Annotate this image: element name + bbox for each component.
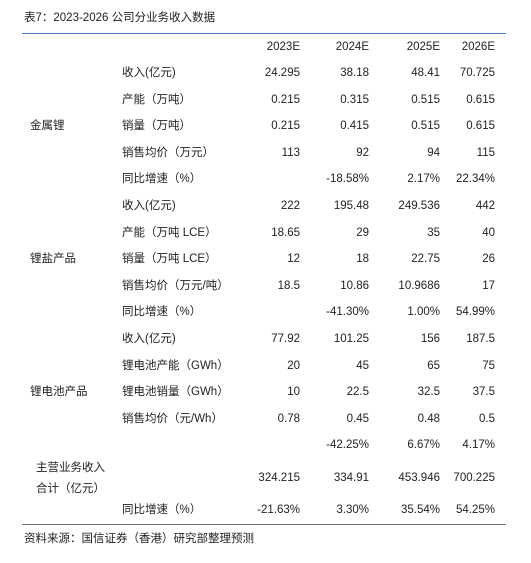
cell: 22.5 <box>346 386 369 399</box>
cell: 115 <box>476 146 495 159</box>
group-label: 主营业务收入 <box>36 462 105 474</box>
cell: 35 <box>427 226 440 239</box>
source: 资料来源：国信证券（香港）研究部整理预测 <box>24 533 254 545</box>
cell: 0.615 <box>466 120 495 133</box>
row-label: 销量（万吨 LCE） <box>122 253 217 266</box>
cell: 187.5 <box>466 333 495 345</box>
row-label: 锂电池产能（GWh） <box>122 359 229 372</box>
cell: 0.48 <box>417 412 440 425</box>
cell: 453.946 <box>398 472 440 484</box>
cell: 700.225 <box>453 472 495 484</box>
cell: 10.86 <box>340 279 369 292</box>
row-label: 销售均价（万元） <box>122 146 214 159</box>
cell: 65 <box>427 359 440 372</box>
row-label: 同比增速（%） <box>122 173 202 186</box>
cell: 222 <box>280 200 300 212</box>
cell: 29 <box>356 226 369 239</box>
cell: 2.17% <box>407 173 440 186</box>
cell: 22.75 <box>411 253 440 266</box>
column-header: 2026E <box>461 41 495 53</box>
row-label: 收入(亿元) <box>122 200 176 212</box>
row-label: 同比增速（%） <box>122 504 202 516</box>
cell: 32.5 <box>417 386 440 399</box>
cell: 37.5 <box>472 386 495 399</box>
cell: 101.25 <box>333 333 369 345</box>
bottom-rule <box>22 524 506 525</box>
cell: 17 <box>482 279 495 292</box>
title: 表7：2023-2026 公司分业务收入数据 <box>24 12 216 24</box>
cell: -21.63% <box>257 504 300 516</box>
cell: 75 <box>482 359 495 372</box>
cell: 6.67% <box>407 439 440 452</box>
group-label: 锂电池产品 <box>30 386 88 399</box>
column-header: 2025E <box>406 41 440 53</box>
cell: 0.315 <box>340 93 369 106</box>
cell: 54.99% <box>455 306 495 319</box>
cell: 113 <box>281 146 300 159</box>
cell: 0.515 <box>411 120 440 133</box>
group-label: 金属锂 <box>30 120 65 133</box>
cell: 70.725 <box>459 67 495 79</box>
cell: 18 <box>356 253 369 266</box>
cell: 195.48 <box>333 200 369 212</box>
cell: 249.536 <box>398 200 440 212</box>
cell: 35.54% <box>400 504 440 516</box>
cell: 0.215 <box>271 93 300 106</box>
cell: 45 <box>356 359 369 372</box>
cell: 334.91 <box>333 472 369 484</box>
row-label: 销售均价（元/Wh） <box>122 412 223 425</box>
column-header: 2023E <box>266 41 300 53</box>
cell: 324.215 <box>258 472 300 484</box>
group-label: 合计（亿元） <box>36 483 105 495</box>
cell: 4.17% <box>462 439 495 452</box>
cell: 0.615 <box>466 93 495 106</box>
cell: 26 <box>482 253 495 266</box>
cell: -41.30% <box>326 306 369 319</box>
cell: 0.415 <box>340 120 369 133</box>
cell: 12 <box>287 253 300 266</box>
cell: 0.45 <box>346 412 369 425</box>
cell: 0.515 <box>411 93 440 106</box>
cell: 38.18 <box>340 67 369 79</box>
cell: 77.92 <box>271 333 300 345</box>
row-label: 收入(亿元) <box>122 67 176 79</box>
cell: -42.25% <box>326 439 369 452</box>
row-label: 收入(亿元) <box>122 333 176 345</box>
cell: 54.25% <box>455 504 495 516</box>
cell: 18.65 <box>271 226 300 239</box>
cell: -18.58% <box>326 173 369 186</box>
cell: 22.34% <box>455 173 495 186</box>
cell: 442 <box>475 200 495 212</box>
cell: 48.41 <box>411 67 440 79</box>
row-label: 销售均价（万元/吨） <box>122 279 229 292</box>
cell: 92 <box>356 146 369 159</box>
cell: 10.9686 <box>398 279 440 292</box>
row-label: 销量（万吨） <box>122 120 191 133</box>
group-label: 锂盐产品 <box>30 253 76 266</box>
cell: 20 <box>287 359 300 372</box>
cell: 1.00% <box>407 306 440 319</box>
row-label: 同比增速（%） <box>122 306 202 319</box>
cell: 94 <box>427 146 440 159</box>
row-label: 产能（万吨） <box>122 93 191 106</box>
cell: 0.215 <box>271 120 300 133</box>
cell: 10 <box>287 386 300 399</box>
cell: 18.5 <box>277 279 300 292</box>
cell: 24.295 <box>264 67 300 79</box>
cell: 0.5 <box>479 412 495 425</box>
cell: 0.78 <box>277 412 300 425</box>
row-label: 锂电池销量（GWh） <box>122 386 229 399</box>
cell: 156 <box>420 333 440 345</box>
cell: 3.30% <box>336 504 369 516</box>
row-label: 产能（万吨 LCE） <box>122 226 217 239</box>
title-rule <box>22 33 506 34</box>
cell: 40 <box>482 226 495 239</box>
column-header: 2024E <box>335 41 369 53</box>
